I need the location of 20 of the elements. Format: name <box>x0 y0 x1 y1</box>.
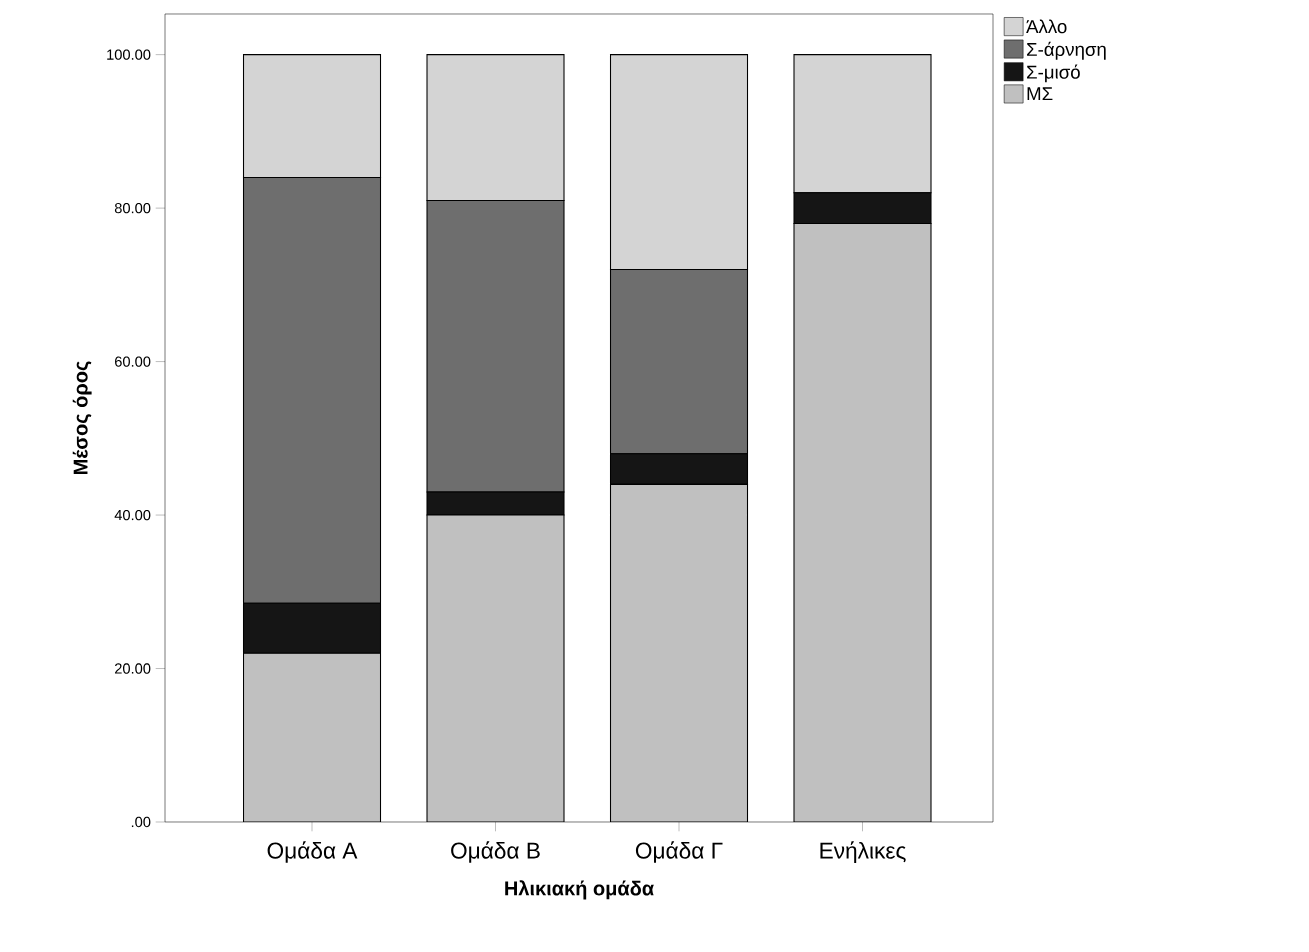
legend-label: Άλλο <box>1026 19 1067 34</box>
bar <box>243 653 381 822</box>
x-axis-title: Ηλικιακή ομάδα <box>505 880 654 900</box>
bar <box>427 515 565 822</box>
y-tick-label: 40.00 <box>114 509 151 521</box>
y-tick-label: 80.00 <box>114 202 151 214</box>
y-tick-label: .00 <box>131 816 151 828</box>
legend-label: Σ-άρνηση <box>1027 41 1106 60</box>
legend-label: Σ-μισό <box>1027 64 1080 83</box>
y-tick-label: 100.00 <box>107 49 151 60</box>
legend-label: ΜΣ <box>1027 87 1053 101</box>
y-tick-label: 20.00 <box>114 663 151 674</box>
y-tick-label: 60.00 <box>115 356 151 367</box>
x-tick-label: Ομάδα Γ <box>635 841 723 863</box>
x-tick-label: Ομάδα Α <box>267 841 358 863</box>
y-axis-title: Μέσος όρος <box>72 361 92 475</box>
x-tick-label: Ενήλικες <box>820 841 906 864</box>
bar <box>793 222 932 822</box>
bar <box>610 484 748 822</box>
x-tick-label: Ομάδα Β <box>451 841 540 863</box>
